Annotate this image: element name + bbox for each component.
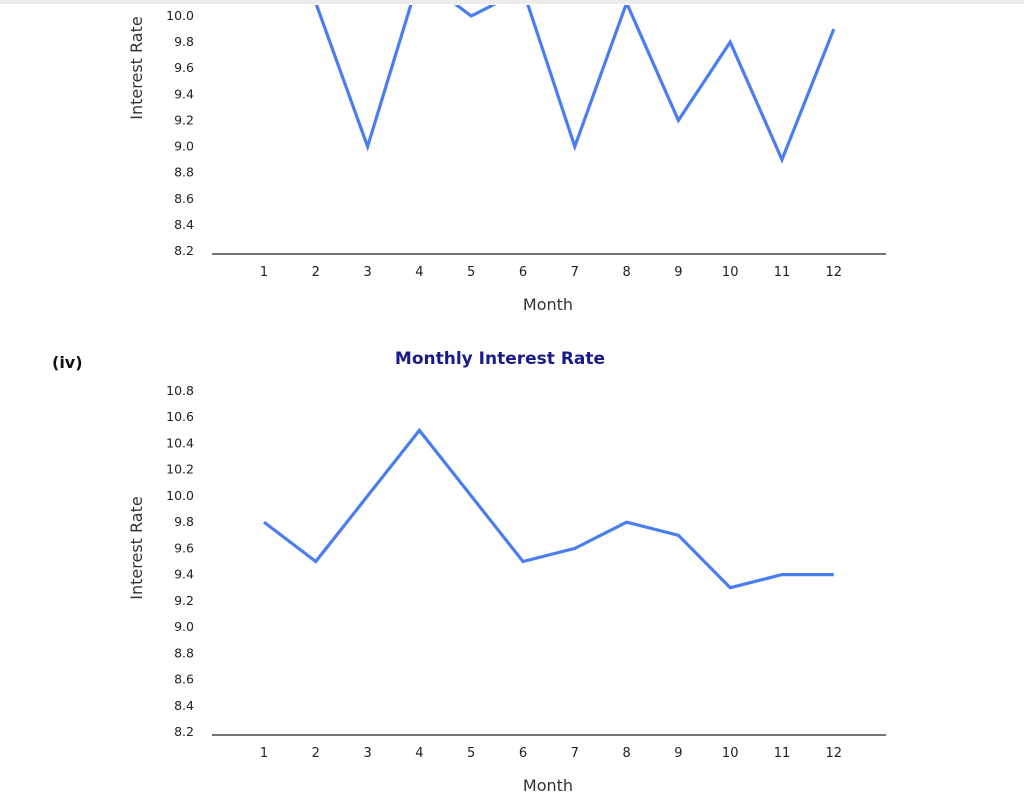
chart-2-ytick-label: 8.4 [174, 698, 194, 713]
chart-2-ytick-label: 9.8 [174, 514, 194, 529]
chart-2-xtick-label: 6 [519, 746, 527, 761]
chart-1-xtick-label: 8 [622, 265, 630, 280]
chart-1-yticks: 8.2 8.4 8.6 8.8 9.0 9.2 9.4 9.6 9.8 10.0 [166, 8, 194, 258]
chart-1: Interest Rate 8.2 8.4 8.6 8.8 9.0 9.2 9.4 9.6 9.… [127, 5, 886, 314]
chart-2-series-line [263, 427, 834, 590]
chart-1-xtick-label: 3 [363, 265, 371, 280]
chart-1-xtick-label: 1 [260, 265, 268, 280]
chart-2-ytick-label: 8.2 [174, 724, 194, 739]
chart-1-xtick-label: 6 [519, 265, 527, 280]
chart-2-xtick-label: 3 [363, 746, 371, 761]
chart-1-ytick-label: 10.0 [166, 8, 194, 23]
chart-1-ytick-label: 9.2 [174, 112, 194, 127]
chart-2-yticks: 8.2 8.4 8.6 8.8 9.0 9.2 9.4 9.6 9.8 10.0 10.2 10.4 1… [166, 383, 194, 739]
chart-1-ytick-label: 8.2 [174, 243, 194, 258]
chart-2-ytick-label: 9.6 [174, 540, 194, 555]
chart-2-ytick-label: 10.6 [166, 409, 194, 424]
chart-1-ytick-label: 8.6 [174, 191, 194, 206]
chart-2-ytick-label: 10.4 [166, 435, 194, 450]
chart-2-xticks: 1 2 3 4 5 6 7 8 9 10 11 12 [260, 746, 842, 761]
chart-2-ylabel: Interest Rate [127, 496, 146, 599]
chart-1-xtick-label: 10 [722, 265, 739, 280]
chart-2-title: Monthly Interest Rate [395, 349, 605, 369]
chart-2-ytick-label: 10.0 [166, 488, 194, 503]
chart-2: (iv) Monthly Interest Rate Interest Rate… [52, 349, 886, 795]
chart-1-series-line [314, 5, 836, 164]
chart-1-xtick-label: 11 [774, 265, 791, 280]
chart-1-ytick-label: 9.8 [174, 34, 194, 49]
chart-2-ytick-label: 8.6 [174, 672, 194, 687]
chart-2-ytick-label: 10.2 [166, 462, 194, 477]
chart-2-xtick-label: 2 [312, 746, 320, 761]
chart-2-xtick-label: 5 [467, 746, 475, 761]
chart-2-ytick-label: 10.8 [166, 383, 194, 398]
chart-1-ytick-label: 9.4 [174, 86, 194, 101]
chart-2-xtick-label: 1 [260, 746, 268, 761]
chart-1-xlabel: Month [523, 295, 573, 314]
chart-1-ytick-label: 8.4 [174, 217, 194, 232]
chart-1-ytick-label: 9.6 [174, 60, 194, 75]
chart-2-xtick-label: 10 [722, 746, 739, 761]
chart-2-xtick-label: 9 [674, 746, 682, 761]
chart-1-xtick-label: 7 [571, 265, 579, 280]
chart-1-ylabel: Interest Rate [127, 16, 146, 119]
chart-2-xtick-label: 12 [826, 746, 843, 761]
chart-2-xtick-label: 4 [415, 746, 423, 761]
chart-2-xtick-label: 11 [774, 746, 791, 761]
chart-1-xtick-label: 12 [826, 265, 843, 280]
chart-1-xticks: 1 2 3 4 5 6 7 8 9 10 11 12 [260, 265, 842, 280]
chart-1-xtick-label: 5 [467, 265, 475, 280]
chart-2-ytick-label: 9.4 [174, 567, 194, 582]
chart-2-panel-label: (iv) [52, 353, 83, 372]
chart-1-xtick-label: 4 [415, 265, 423, 280]
chart-1-ytick-label: 8.8 [174, 165, 194, 180]
chart-1-xtick-label: 9 [674, 265, 682, 280]
chart-2-xtick-label: 8 [622, 746, 630, 761]
chart-1-xtick-label: 2 [312, 265, 320, 280]
chart-2-xtick-label: 7 [571, 746, 579, 761]
chart-2-ytick-label: 9.0 [174, 619, 194, 634]
chart-2-xlabel: Month [523, 776, 573, 795]
chart-2-ytick-label: 8.8 [174, 645, 194, 660]
chart-1-ytick-label: 9.0 [174, 139, 194, 154]
chart-2-ytick-label: 9.2 [174, 593, 194, 608]
top-border [0, 0, 1024, 4]
